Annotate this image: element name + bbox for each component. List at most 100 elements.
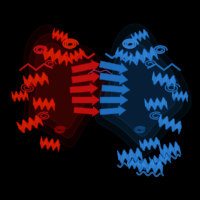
Polygon shape xyxy=(61,34,63,41)
Polygon shape xyxy=(158,114,182,134)
Polygon shape xyxy=(66,55,69,61)
Polygon shape xyxy=(57,32,59,39)
Polygon shape xyxy=(33,97,34,105)
Polygon shape xyxy=(55,140,57,148)
Polygon shape xyxy=(134,162,135,169)
Polygon shape xyxy=(137,158,163,174)
Polygon shape xyxy=(123,52,126,59)
Polygon shape xyxy=(169,144,171,154)
Polygon shape xyxy=(143,33,145,40)
Polygon shape xyxy=(163,75,166,84)
Polygon shape xyxy=(160,76,162,85)
Polygon shape xyxy=(125,56,129,63)
Polygon shape xyxy=(13,94,14,101)
Polygon shape xyxy=(70,57,73,64)
Polygon shape xyxy=(140,163,142,172)
Polygon shape xyxy=(157,98,158,106)
Polygon shape xyxy=(148,142,150,150)
Polygon shape xyxy=(137,51,140,60)
Polygon shape xyxy=(167,154,170,162)
Polygon shape xyxy=(51,51,54,61)
Polygon shape xyxy=(117,151,119,160)
Polygon shape xyxy=(184,92,185,99)
Polygon shape xyxy=(53,101,54,110)
Polygon shape xyxy=(30,75,32,83)
Polygon shape xyxy=(178,124,181,133)
Polygon shape xyxy=(127,158,128,165)
Polygon shape xyxy=(58,142,59,150)
Polygon shape xyxy=(34,78,36,87)
Polygon shape xyxy=(58,53,61,63)
Polygon shape xyxy=(144,49,147,58)
Polygon shape xyxy=(144,159,146,168)
Polygon shape xyxy=(161,148,163,158)
Polygon shape xyxy=(61,32,63,38)
Polygon shape xyxy=(135,33,137,40)
Polygon shape xyxy=(158,158,161,166)
Polygon shape xyxy=(115,47,118,54)
Polygon shape xyxy=(117,148,143,164)
Polygon shape xyxy=(23,120,27,128)
Polygon shape xyxy=(165,154,167,162)
Polygon shape xyxy=(17,122,20,130)
Polygon shape xyxy=(40,137,42,144)
Polygon shape xyxy=(29,117,33,125)
Polygon shape xyxy=(173,92,174,100)
Polygon shape xyxy=(52,53,56,62)
Polygon shape xyxy=(57,34,60,40)
Polygon shape xyxy=(25,78,28,87)
Polygon shape xyxy=(165,100,166,108)
Polygon shape xyxy=(43,46,69,66)
Polygon shape xyxy=(102,84,130,95)
Polygon shape xyxy=(75,52,77,59)
Polygon shape xyxy=(165,74,167,83)
Polygon shape xyxy=(129,54,132,61)
Polygon shape xyxy=(139,53,143,63)
Polygon shape xyxy=(59,32,62,39)
Polygon shape xyxy=(63,34,66,40)
Polygon shape xyxy=(156,137,158,145)
Polygon shape xyxy=(100,106,126,116)
Polygon shape xyxy=(138,148,140,157)
Polygon shape xyxy=(39,98,41,106)
Polygon shape xyxy=(159,155,161,163)
Polygon shape xyxy=(128,154,130,163)
Polygon shape xyxy=(53,33,56,39)
Polygon shape xyxy=(35,43,95,129)
Polygon shape xyxy=(39,76,41,85)
Polygon shape xyxy=(147,141,149,149)
Polygon shape xyxy=(46,138,47,145)
Polygon shape xyxy=(138,35,141,41)
Polygon shape xyxy=(12,92,13,98)
Polygon shape xyxy=(19,124,23,132)
Polygon shape xyxy=(125,52,128,59)
Polygon shape xyxy=(62,52,65,62)
Polygon shape xyxy=(33,97,55,111)
Polygon shape xyxy=(133,35,135,42)
Polygon shape xyxy=(152,159,153,169)
Polygon shape xyxy=(142,159,143,166)
Polygon shape xyxy=(175,121,179,130)
Polygon shape xyxy=(170,143,173,152)
Polygon shape xyxy=(178,121,181,129)
Polygon shape xyxy=(21,91,22,98)
Polygon shape xyxy=(151,47,154,56)
Polygon shape xyxy=(181,91,182,98)
Polygon shape xyxy=(24,25,110,147)
Polygon shape xyxy=(55,31,58,37)
Polygon shape xyxy=(36,101,37,109)
Polygon shape xyxy=(139,32,141,39)
Polygon shape xyxy=(43,46,46,55)
Polygon shape xyxy=(70,83,98,94)
Polygon shape xyxy=(138,161,139,169)
Polygon shape xyxy=(116,50,118,57)
Polygon shape xyxy=(134,36,137,43)
Polygon shape xyxy=(61,36,64,42)
Polygon shape xyxy=(38,98,39,107)
Polygon shape xyxy=(143,143,145,151)
Polygon shape xyxy=(22,93,23,100)
Polygon shape xyxy=(159,145,161,154)
Polygon shape xyxy=(156,99,157,108)
Polygon shape xyxy=(159,160,161,169)
Polygon shape xyxy=(34,100,35,108)
